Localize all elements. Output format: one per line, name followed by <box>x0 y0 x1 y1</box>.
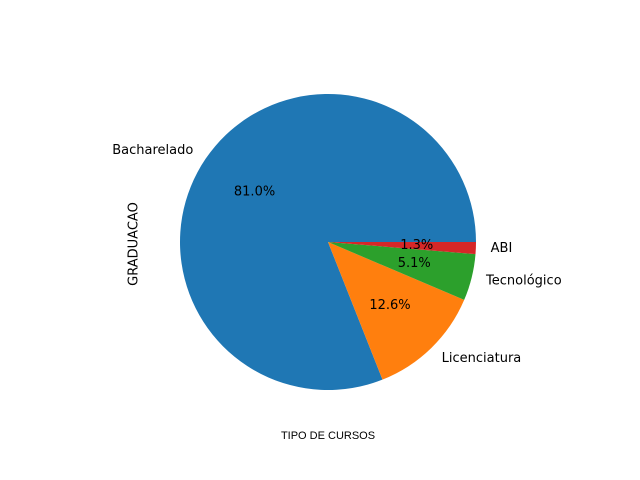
x-axis-label: TIPO DE CURSOS <box>280 430 376 442</box>
category-label-bacharelado: Bacharelado <box>112 143 193 158</box>
category-label-abi: ABI <box>491 241 513 256</box>
pie-slice-tecnologico <box>328 242 476 300</box>
pie-slice-bacharelado <box>179 94 476 391</box>
percent-label-abi: 1.3% <box>400 238 433 253</box>
category-label-tecnologico: Tecnológico <box>485 273 562 288</box>
pie-slice-licenciatura <box>328 242 465 380</box>
percent-label-bacharelado: 81.0% <box>234 185 275 200</box>
category-label-licenciatura: Licenciatura <box>442 351 522 366</box>
percent-label-tecnologico: 5.1% <box>398 256 431 271</box>
pie-labels: Bacharelado 81.0% Licenciatura 12.6% Tecnoló… <box>112 143 561 366</box>
percent-label-licenciatura: 12.6% <box>369 298 410 313</box>
pie-slices <box>179 94 476 391</box>
pie-slice-abi <box>328 242 476 255</box>
y-axis-label: GRADUACAO <box>127 202 142 286</box>
